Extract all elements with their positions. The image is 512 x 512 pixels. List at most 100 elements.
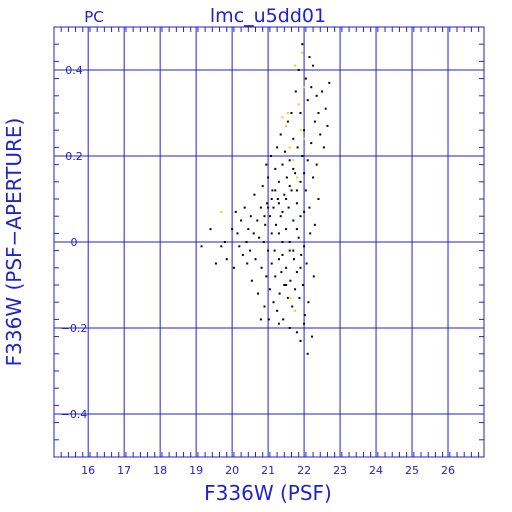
data-point bbox=[282, 318, 285, 321]
data-point bbox=[279, 133, 282, 136]
data-point bbox=[267, 249, 270, 252]
data-point bbox=[267, 318, 270, 321]
data-point bbox=[265, 163, 268, 166]
data-point bbox=[317, 198, 320, 200]
y-tick-label: 0 bbox=[71, 236, 78, 249]
data-point bbox=[274, 189, 277, 192]
data-point bbox=[303, 210, 306, 213]
data-point bbox=[285, 284, 288, 286]
data-point-highlight bbox=[294, 309, 297, 312]
data-point bbox=[277, 258, 280, 261]
data-point bbox=[274, 167, 277, 170]
data-point bbox=[305, 262, 308, 265]
data-point bbox=[286, 120, 289, 123]
data-point bbox=[277, 180, 280, 183]
data-point bbox=[290, 189, 293, 192]
data-point bbox=[294, 172, 297, 175]
x-axis-label: F336W (PSF) bbox=[204, 481, 332, 505]
data-point bbox=[266, 202, 269, 205]
data-point bbox=[299, 266, 302, 269]
x-tick-label: 23 bbox=[333, 464, 347, 477]
data-point bbox=[295, 271, 298, 274]
data-point bbox=[313, 120, 316, 123]
data-point bbox=[236, 232, 239, 235]
data-point bbox=[276, 146, 279, 149]
data-point bbox=[264, 223, 267, 226]
data-point bbox=[280, 271, 283, 274]
data-point bbox=[306, 99, 309, 102]
data-point bbox=[291, 305, 294, 308]
tick-marks bbox=[53, 26, 484, 458]
data-point-highlight bbox=[303, 86, 306, 89]
data-point bbox=[258, 236, 261, 239]
data-point bbox=[299, 112, 302, 114]
data-point bbox=[241, 253, 244, 256]
data-point bbox=[209, 228, 212, 231]
data-point bbox=[278, 292, 281, 295]
data-point bbox=[285, 266, 288, 269]
data-point bbox=[263, 215, 266, 218]
x-tick-label: 24 bbox=[369, 464, 383, 477]
data-point bbox=[269, 155, 272, 157]
data-point bbox=[322, 146, 325, 149]
x-tick-label: 16 bbox=[81, 464, 95, 477]
x-tick-label: 25 bbox=[405, 464, 419, 477]
data-point bbox=[220, 245, 223, 248]
data-point bbox=[272, 301, 275, 304]
data-point bbox=[321, 90, 324, 93]
data-point bbox=[243, 206, 246, 209]
data-point bbox=[200, 245, 203, 248]
data-point bbox=[311, 335, 313, 338]
data-point bbox=[292, 137, 295, 140]
data-point bbox=[299, 180, 302, 183]
data-point bbox=[277, 232, 280, 235]
data-point bbox=[326, 124, 329, 127]
data-point bbox=[283, 284, 286, 286]
x-tick-label: 18 bbox=[153, 464, 167, 477]
data-point-highlight bbox=[281, 116, 284, 119]
data-point bbox=[287, 206, 290, 209]
data-point bbox=[232, 266, 235, 269]
data-point bbox=[249, 215, 252, 218]
y-axis-label: F336W (PSF−APERTURE) bbox=[2, 118, 26, 367]
data-point bbox=[312, 64, 315, 67]
x-tick-label: 26 bbox=[441, 464, 455, 477]
y-tick-label: 0.4 bbox=[65, 64, 83, 77]
data-point bbox=[295, 331, 298, 334]
data-point bbox=[306, 352, 309, 355]
data-point bbox=[292, 167, 295, 170]
data-point bbox=[254, 258, 257, 261]
data-point bbox=[284, 150, 287, 153]
data-point bbox=[285, 228, 288, 231]
data-point bbox=[301, 155, 304, 157]
data-point bbox=[279, 215, 282, 218]
data-point bbox=[289, 279, 292, 282]
data-point bbox=[285, 198, 288, 200]
data-point bbox=[288, 185, 291, 188]
data-point bbox=[265, 275, 268, 278]
data-point-highlight bbox=[301, 51, 304, 54]
data-point bbox=[225, 258, 228, 261]
x-tick-label: 21 bbox=[261, 464, 275, 477]
data-point-highlight bbox=[286, 112, 289, 114]
data-point bbox=[283, 193, 286, 196]
data-point bbox=[317, 112, 320, 114]
data-point-highlight bbox=[220, 210, 223, 213]
x-tick-label: 20 bbox=[225, 464, 239, 477]
data-point-highlight bbox=[292, 159, 295, 162]
data-point bbox=[285, 176, 288, 179]
data-point bbox=[299, 339, 302, 342]
data-point bbox=[303, 314, 306, 317]
data-point bbox=[288, 327, 291, 329]
data-point bbox=[295, 202, 298, 205]
data-point bbox=[281, 253, 284, 256]
data-point bbox=[277, 322, 280, 325]
data-point bbox=[313, 223, 316, 226]
data-point bbox=[295, 189, 298, 192]
data-point bbox=[281, 210, 284, 213]
data-point-highlight bbox=[303, 137, 306, 140]
data-point bbox=[275, 223, 278, 226]
data-point-highlight bbox=[294, 64, 297, 67]
data-point bbox=[324, 107, 327, 110]
